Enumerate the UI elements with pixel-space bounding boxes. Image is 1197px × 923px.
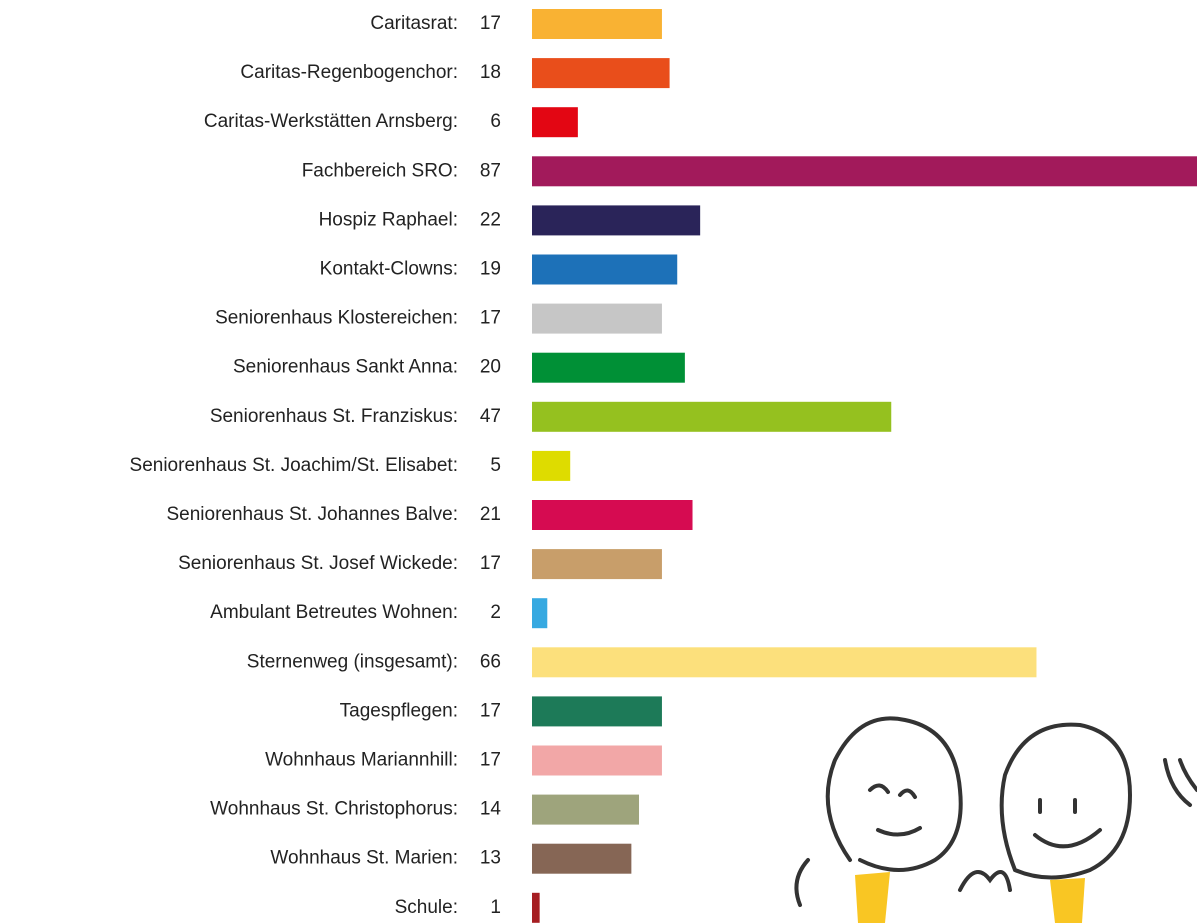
value-label: 17 bbox=[480, 553, 501, 574]
bar bbox=[532, 746, 662, 776]
value-label: 13 bbox=[480, 848, 501, 869]
shirt-right bbox=[1050, 878, 1085, 923]
bar bbox=[532, 255, 677, 285]
shirt-left bbox=[855, 872, 890, 923]
bar bbox=[532, 844, 631, 874]
bar bbox=[532, 647, 1036, 677]
bar bbox=[532, 205, 700, 235]
value-label: 14 bbox=[480, 799, 502, 820]
bar bbox=[532, 696, 662, 726]
category-label: Seniorenhaus Klostereichen: bbox=[215, 308, 458, 329]
value-label: 17 bbox=[480, 700, 501, 721]
value-label: 47 bbox=[480, 406, 501, 427]
category-label: Caritas-Regenbogenchor: bbox=[240, 62, 458, 83]
figure-edge bbox=[1165, 760, 1197, 805]
category-label: Wohnhaus Mariannhill: bbox=[265, 750, 458, 771]
bar bbox=[532, 156, 1197, 186]
value-label: 5 bbox=[490, 455, 501, 476]
bar bbox=[532, 795, 639, 825]
bar bbox=[532, 598, 547, 628]
bar bbox=[532, 451, 570, 481]
bar bbox=[532, 402, 891, 432]
category-label: Fachbereich SRO: bbox=[302, 160, 458, 181]
value-label: 21 bbox=[480, 504, 501, 525]
bar bbox=[532, 500, 693, 530]
value-label: 17 bbox=[480, 13, 501, 34]
value-label: 22 bbox=[480, 209, 501, 230]
category-label: Hospiz Raphael: bbox=[319, 209, 458, 230]
bar bbox=[532, 304, 662, 334]
category-label: Ambulant Betreutes Wohnen: bbox=[210, 602, 458, 623]
value-label: 20 bbox=[480, 357, 501, 378]
value-label: 2 bbox=[490, 602, 501, 623]
bar bbox=[532, 58, 670, 88]
value-label: 6 bbox=[490, 111, 501, 132]
category-label: Seniorenhaus St. Franziskus: bbox=[210, 406, 458, 427]
chart: 1 Schule: 13 Wohnhaus St. Marien: 14 Wohnhaus… bbox=[0, 0, 1197, 923]
category-label: Sternenweg (insgesamt): bbox=[247, 651, 458, 672]
value-label: 66 bbox=[480, 651, 501, 672]
bar bbox=[532, 893, 540, 923]
bar bbox=[532, 9, 662, 39]
category-label: Tagespflegen: bbox=[340, 700, 458, 721]
bar bbox=[532, 549, 662, 579]
face-left bbox=[870, 785, 920, 834]
value-label: 19 bbox=[480, 259, 501, 280]
bar bbox=[532, 107, 578, 137]
figure-right bbox=[1002, 725, 1130, 878]
category-label: Seniorenhaus St. Joachim/St. Elisabet: bbox=[130, 455, 458, 476]
category-label: Wohnhaus St. Marien: bbox=[270, 848, 458, 869]
category-label: Caritas-Werkstätten Arnsberg: bbox=[204, 111, 458, 132]
category-label: Kontakt-Clowns: bbox=[320, 259, 458, 280]
category-label: Schule: bbox=[395, 897, 458, 918]
value-label: 18 bbox=[480, 62, 501, 83]
category-label: Seniorenhaus St. Johannes Balve: bbox=[166, 504, 458, 525]
category-label: Wohnhaus St. Christophorus: bbox=[210, 799, 458, 820]
category-label: Caritasrat: bbox=[370, 13, 458, 34]
category-label: Seniorenhaus Sankt Anna: bbox=[233, 357, 458, 378]
value-label: 87 bbox=[480, 160, 501, 181]
category-label: Seniorenhaus St. Josef Wickede: bbox=[178, 553, 458, 574]
bar bbox=[532, 353, 685, 383]
page: 1 Schule: 13 Wohnhaus St. Marien: 14 Wohnhaus… bbox=[0, 0, 1197, 923]
value-label: 17 bbox=[480, 750, 501, 771]
value-label: 1 bbox=[490, 897, 501, 918]
value-label: 17 bbox=[480, 308, 501, 329]
illustration bbox=[796, 718, 1197, 923]
